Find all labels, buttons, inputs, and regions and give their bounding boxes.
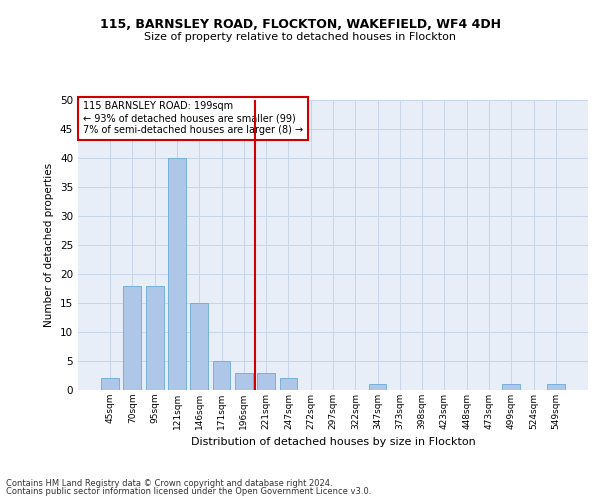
Text: Size of property relative to detached houses in Flockton: Size of property relative to detached ho…	[144, 32, 456, 42]
Bar	[101, 378, 119, 390]
Bar	[124, 286, 142, 390]
Text: Contains public sector information licensed under the Open Government Licence v3: Contains public sector information licen…	[6, 487, 371, 496]
X-axis label: Distribution of detached houses by size in Flockton: Distribution of detached houses by size …	[191, 438, 475, 448]
Bar	[212, 361, 230, 390]
Bar	[257, 372, 275, 390]
Bar	[280, 378, 298, 390]
Bar	[368, 384, 386, 390]
Bar	[235, 372, 253, 390]
Text: 115 BARNSLEY ROAD: 199sqm
← 93% of detached houses are smaller (99)
7% of semi-d: 115 BARNSLEY ROAD: 199sqm ← 93% of detac…	[83, 102, 303, 134]
Bar	[190, 303, 208, 390]
Y-axis label: Number of detached properties: Number of detached properties	[44, 163, 55, 327]
Bar	[146, 286, 164, 390]
Bar	[547, 384, 565, 390]
Bar	[168, 158, 186, 390]
Text: 115, BARNSLEY ROAD, FLOCKTON, WAKEFIELD, WF4 4DH: 115, BARNSLEY ROAD, FLOCKTON, WAKEFIELD,…	[100, 18, 500, 30]
Bar	[502, 384, 520, 390]
Text: Contains HM Land Registry data © Crown copyright and database right 2024.: Contains HM Land Registry data © Crown c…	[6, 478, 332, 488]
